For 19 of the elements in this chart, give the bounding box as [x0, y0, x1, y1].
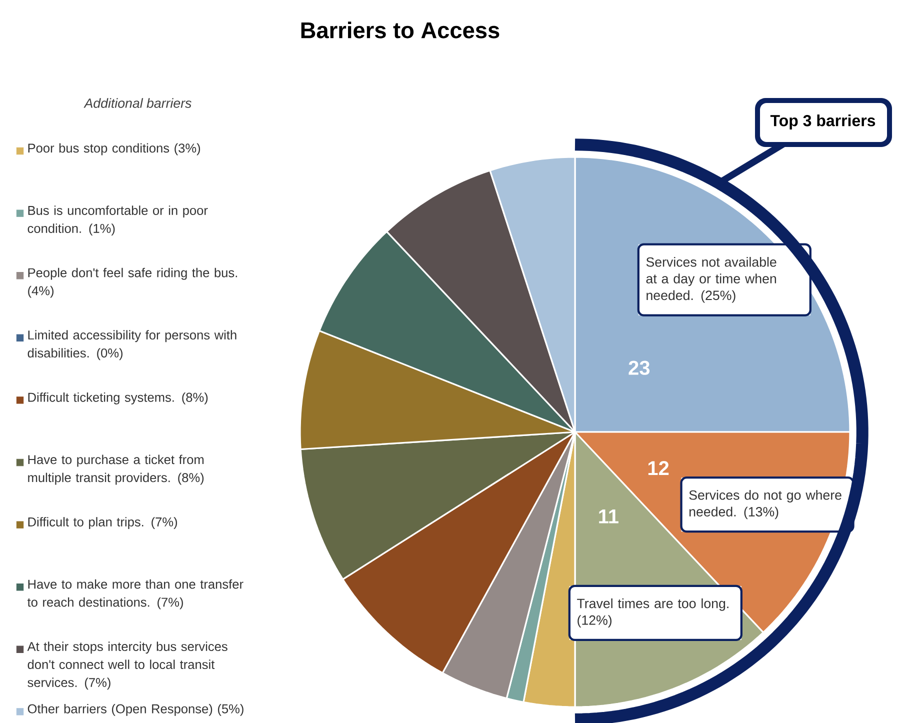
- legend-label: Difficult ticketing systems. (8%): [28, 392, 208, 404]
- slice-label: Services not available at a day or time when needed. (25%): [646, 256, 776, 303]
- legend-label: At their stops intercity bus services don't connect well to local transit services. (7%): [27, 642, 228, 690]
- text: 11: [599, 509, 618, 524]
- text: 23: [628, 360, 650, 375]
- legend-label: Limited accessibility for persons with disabilities. (0%): [28, 330, 236, 360]
- legend-label: Difficult to plan trips. (7%): [28, 517, 178, 529]
- legend-label: Have to make more than one transfer to reach destinations. (7%): [27, 579, 244, 610]
- chart-title: Barriers to Access: [301, 22, 500, 38]
- legend-label: Poor bus stop conditions (3%): [28, 143, 200, 156]
- legend-title: Additional barriers: [84, 98, 192, 108]
- text: Top 3 barriers: [770, 114, 876, 130]
- legend-label: Bus is uncomfortable or in poor condition. (1%): [28, 206, 208, 236]
- slice-label: Travel times are too long. (12%): [577, 598, 728, 628]
- legend-label: Other barriers (Open Response) (5%): [28, 704, 244, 716]
- legend-label: Have to purchase a ticket from multiple transit providers. (8%): [28, 454, 204, 485]
- slice-label: Services do not go where needed. (13%): [689, 490, 842, 520]
- text: 12: [648, 461, 669, 476]
- legend-label: People don't feel safe riding the bus. (4%): [28, 268, 237, 298]
